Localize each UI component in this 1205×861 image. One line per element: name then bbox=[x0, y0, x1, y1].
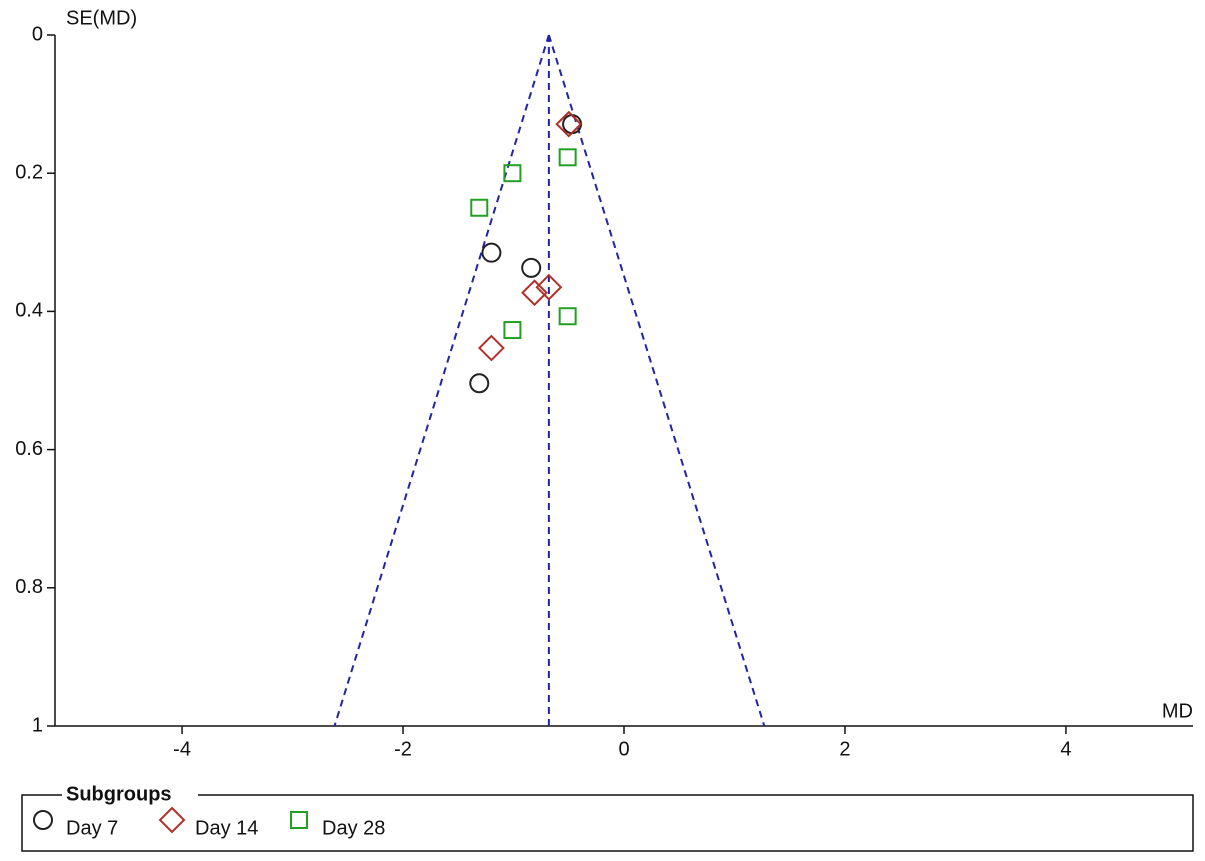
x-tick-label: 4 bbox=[1060, 738, 1071, 760]
y-axis-label: SE(MD) bbox=[66, 7, 137, 29]
legend-marker bbox=[158, 806, 186, 834]
legend-label: Day 7 bbox=[66, 817, 118, 839]
point bbox=[481, 242, 502, 263]
point bbox=[555, 110, 583, 138]
y-tick-label: 0 bbox=[32, 23, 43, 45]
point bbox=[521, 279, 548, 307]
x-tick-label: -2 bbox=[394, 738, 412, 760]
y-tick-label: 1 bbox=[32, 714, 43, 736]
point bbox=[470, 198, 489, 217]
y-tick-label: 0.8 bbox=[15, 576, 43, 598]
legend-box bbox=[21, 794, 1194, 852]
point bbox=[558, 307, 577, 326]
legend-label: Day 14 bbox=[195, 817, 258, 839]
point bbox=[521, 257, 542, 278]
x-axis-label: MD bbox=[1162, 700, 1193, 722]
legend-marker bbox=[290, 811, 308, 829]
y-tick-label: 0.6 bbox=[15, 438, 43, 460]
point bbox=[535, 273, 563, 301]
point bbox=[558, 148, 577, 167]
point bbox=[503, 321, 522, 340]
legend-title: Subgroups bbox=[66, 783, 172, 805]
legend-marker bbox=[33, 810, 53, 830]
point bbox=[478, 334, 505, 362]
x-tick-label: 0 bbox=[618, 738, 629, 760]
y-tick-label: 0.4 bbox=[15, 300, 43, 322]
legend-label: Day 28 bbox=[322, 817, 385, 839]
funnel-line bbox=[547, 34, 766, 727]
point bbox=[562, 114, 583, 135]
point bbox=[503, 164, 522, 183]
x-tick-label: 2 bbox=[839, 738, 850, 760]
legend-title-bg bbox=[62, 784, 198, 806]
point bbox=[469, 373, 490, 394]
y-tick-label: 0.2 bbox=[15, 161, 43, 183]
x-tick-label: -4 bbox=[173, 738, 191, 760]
funnel-line bbox=[333, 34, 550, 727]
